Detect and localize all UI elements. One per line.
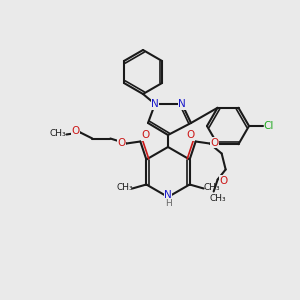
Text: H: H [165, 200, 171, 208]
Text: CH₃: CH₃ [116, 183, 133, 192]
Text: O: O [187, 130, 195, 140]
Text: Cl: Cl [264, 121, 274, 131]
Text: N: N [164, 190, 172, 200]
Text: N: N [151, 99, 159, 109]
Text: CH₃: CH₃ [49, 129, 66, 138]
Text: CH₃: CH₃ [203, 183, 220, 192]
Text: O: O [141, 130, 149, 140]
Text: O: O [117, 137, 125, 148]
Text: CH₃: CH₃ [209, 194, 226, 203]
Text: O: O [220, 176, 228, 185]
Text: O: O [211, 137, 219, 148]
Text: N: N [178, 99, 186, 109]
Text: O: O [71, 125, 80, 136]
